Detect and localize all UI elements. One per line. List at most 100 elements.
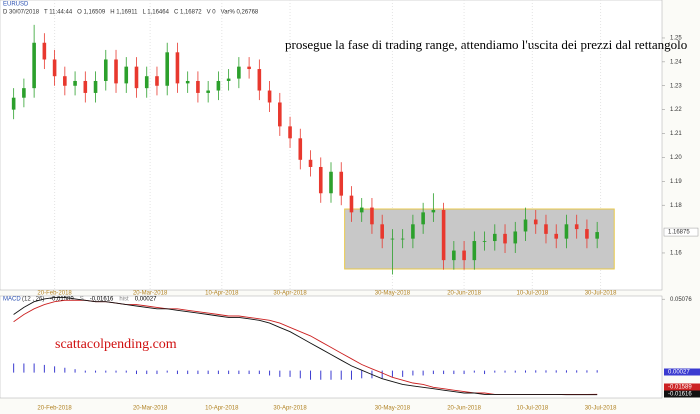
candle-body: [564, 224, 569, 239]
x-tick-label: 20-Jun-2018: [447, 291, 481, 297]
header-info: C 1,16872: [174, 10, 202, 16]
y-tick-label: 1.25: [670, 36, 682, 42]
last-price-label: 1.16875: [668, 230, 690, 236]
hist-bar: [535, 370, 537, 373]
candle-body: [513, 231, 518, 244]
y-tick-label: 1.23: [670, 83, 682, 89]
value-tag: [664, 368, 700, 376]
hist-bar: [391, 370, 393, 377]
hist-bar: [596, 370, 598, 373]
hist-bar: [412, 370, 414, 376]
candle-body: [441, 209, 446, 261]
hist-bar: [176, 370, 178, 375]
candle-body: [155, 76, 159, 86]
hist-bar: [361, 370, 363, 379]
header-info: L 1,16464: [142, 10, 169, 16]
hist-bar: [54, 366, 56, 373]
candle-body: [247, 66, 251, 70]
hist-bar: [299, 370, 301, 379]
candle-body: [523, 219, 528, 232]
candle-body: [400, 238, 405, 240]
y-tick-label: 0.05076: [670, 297, 692, 303]
candle-body: [339, 171, 344, 196]
candle-body: [349, 195, 354, 213]
candle-body: [308, 159, 313, 167]
candle-body: [533, 219, 538, 225]
candle-body: [237, 66, 241, 79]
hist-bar: [525, 370, 527, 373]
value-tag-label: -0.01616: [668, 392, 692, 398]
hist-bar: [258, 370, 260, 375]
hist-bar: [443, 370, 445, 375]
header-info: T 11:44:44: [44, 10, 73, 16]
annotation: prosegue la fase di trading range, atten…: [285, 37, 687, 52]
hist-bar: [473, 370, 475, 373]
hist-bar: [125, 370, 127, 373]
hist-bar: [207, 370, 209, 375]
header-info: Var% 0,26768: [221, 10, 259, 16]
x-tick-label: 10-Apr-2018: [205, 291, 239, 297]
value-tag-label: 0.00027: [668, 370, 690, 376]
hist-bar: [432, 370, 434, 375]
watermark: scattacolpending.com: [55, 337, 177, 352]
candle-body: [114, 59, 118, 84]
candle-body: [93, 80, 98, 93]
hist-bar: [586, 370, 588, 373]
hist-bar: [494, 370, 496, 373]
candle-body: [134, 66, 139, 89]
macd-title: MACD: [3, 297, 21, 303]
hist-bar: [84, 370, 86, 373]
candle-body: [329, 171, 333, 194]
hist-bar: [514, 370, 516, 373]
hist-bar: [74, 369, 76, 373]
candle-body: [144, 76, 149, 89]
x-tick-label: 10-Jul-2018: [516, 406, 548, 412]
candle-body: [32, 42, 36, 89]
range-box: [344, 208, 615, 270]
hist-bar: [289, 370, 291, 377]
hist-bar: [381, 370, 383, 379]
x-tick-label: 30-May-2018: [375, 291, 411, 297]
candle-body: [318, 166, 323, 194]
hist-bar: [166, 370, 168, 373]
candle-body: [196, 80, 200, 93]
y-tick-label: 1.22: [670, 107, 682, 113]
x-tick-label: 30-Apr-2018: [273, 291, 307, 297]
candle-body: [380, 224, 384, 239]
x-tick-label: 20-Feb-2018: [37, 291, 72, 297]
x-tick-label: 20-Jun-2018: [447, 406, 481, 412]
hist-bar: [350, 370, 352, 380]
hist-bar: [576, 370, 578, 373]
x-tick-label: 30-Jul-2018: [585, 406, 617, 412]
candle-body: [595, 232, 599, 239]
hist-bar: [279, 370, 281, 377]
hist-bar: [156, 370, 158, 375]
hist-bar: [565, 370, 567, 373]
candle-body: [421, 212, 425, 225]
hist-bar: [187, 370, 189, 375]
hist-bar: [217, 370, 219, 375]
candle-body: [452, 250, 456, 261]
candle-body: [482, 241, 487, 242]
candle-body: [267, 90, 272, 103]
header-info: D 30/07/2018: [3, 10, 40, 16]
macd-params: (12 , 26): [22, 297, 44, 303]
candle-body: [359, 207, 364, 213]
hist-bar: [269, 370, 271, 376]
macd-info: 0,00027: [135, 297, 157, 303]
hist-bar: [545, 370, 547, 373]
y-tick-label: 1.24: [670, 59, 682, 65]
hist-bar: [228, 370, 230, 375]
value-tag: [664, 383, 700, 391]
hist-bar: [463, 370, 465, 375]
y-tick-label: 1.21: [670, 131, 682, 137]
hist-bar: [115, 370, 117, 373]
hist-bar: [146, 370, 148, 375]
candle-body: [257, 69, 262, 91]
header-info: O 1,16509: [77, 10, 106, 16]
candle-body: [544, 224, 548, 234]
candle-body: [216, 80, 221, 91]
header-info: V 0: [207, 10, 217, 16]
macd-info: -0,01616: [90, 297, 114, 303]
